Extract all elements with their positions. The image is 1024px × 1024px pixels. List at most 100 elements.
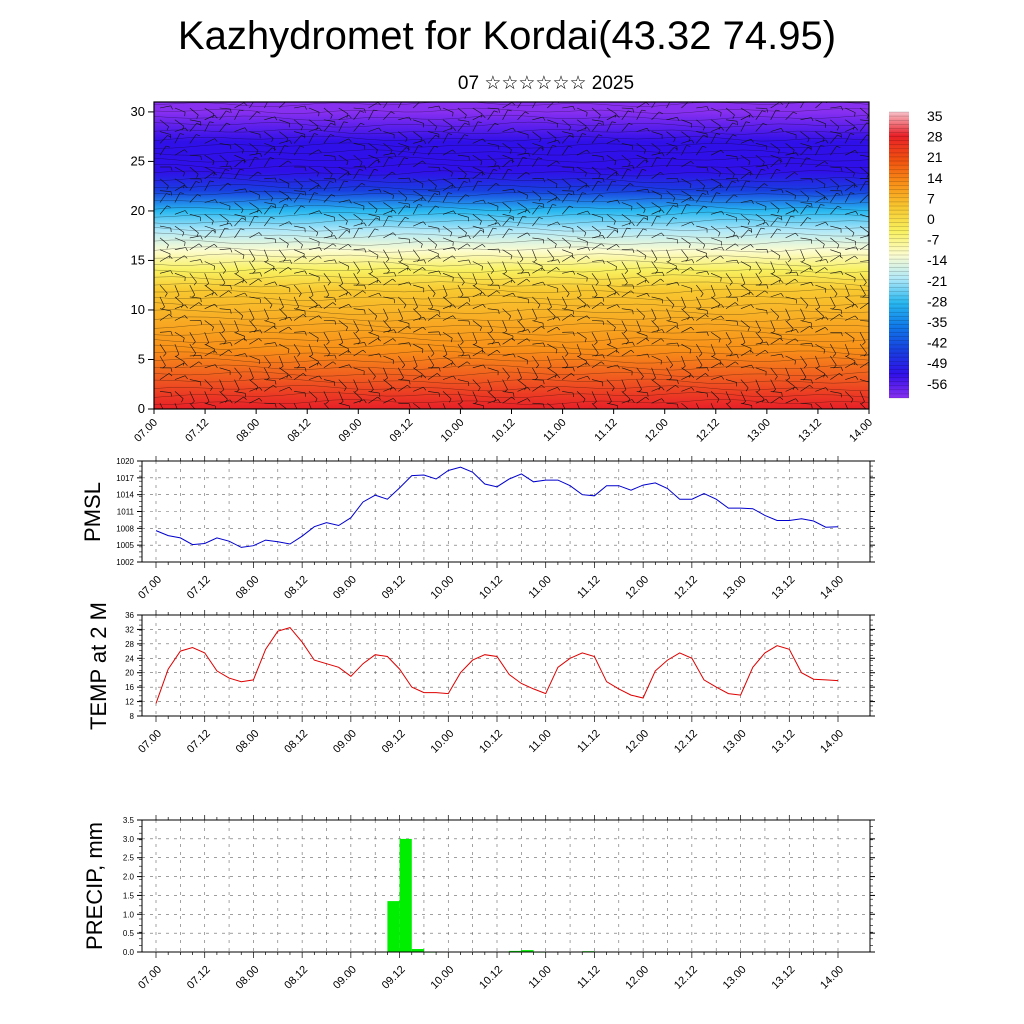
pmsl-ylabel: PMSL bbox=[80, 482, 105, 542]
y-tick-label: 8 bbox=[130, 712, 135, 721]
pmsl-grid bbox=[142, 460, 870, 563]
x-tick-label: 09.12 bbox=[380, 574, 408, 602]
x-tick-label: 11.12 bbox=[575, 964, 602, 991]
y-tick-label: 3.5 bbox=[123, 816, 135, 825]
x-tick-label: 12.00 bbox=[623, 574, 651, 602]
temp-grid bbox=[142, 614, 870, 717]
heatmap-y-tick-label: 20 bbox=[131, 203, 145, 218]
x-tick-label: 12.00 bbox=[623, 728, 651, 756]
y-tick-label: 1017 bbox=[116, 474, 134, 483]
colorbar-label: -21 bbox=[927, 273, 947, 289]
x-tick-label: 12.12 bbox=[672, 574, 700, 602]
x-tick-label: 11.00 bbox=[526, 728, 553, 755]
x-tick-label: 13.12 bbox=[769, 728, 797, 756]
x-tick-label: 10.00 bbox=[428, 574, 456, 602]
y-tick-label: 32 bbox=[125, 625, 134, 634]
heatmap-x-tick-label: 14.00 bbox=[847, 417, 875, 445]
x-tick-label: 07.00 bbox=[136, 574, 164, 602]
colorbar-label: 21 bbox=[927, 149, 943, 165]
heatmap-y-tick-label: 0 bbox=[138, 401, 145, 416]
colorbar: 35 28 21 14 7 0 -7 -14 -21 -28 -35 -42 -49 -56 bbox=[889, 108, 947, 399]
x-tick-label: 08.00 bbox=[234, 728, 262, 756]
heatmap-x-tick-label: 09.00 bbox=[336, 417, 364, 445]
heatmap-field bbox=[154, 102, 869, 409]
x-tick-label: 13.12 bbox=[769, 964, 797, 992]
y-tick-label: 36 bbox=[125, 611, 134, 620]
y-tick-label: 1011 bbox=[117, 508, 135, 517]
y-tick-label: 3.0 bbox=[123, 835, 135, 844]
heatmap-x-tick-label: 10.12 bbox=[490, 417, 518, 445]
page-subtitle: 07 ☆☆☆☆☆☆ 2025 bbox=[457, 73, 635, 94]
x-tick-label: 13.00 bbox=[721, 574, 749, 602]
x-tick-label: 07.12 bbox=[185, 574, 213, 602]
colorbar-label: 35 bbox=[927, 108, 943, 124]
colorbar-label: 7 bbox=[927, 190, 935, 206]
colorbar-label: -49 bbox=[927, 355, 947, 371]
colorbar-label: 14 bbox=[927, 170, 943, 186]
x-tick-label: 09.12 bbox=[380, 964, 408, 992]
x-tick-label: 13.00 bbox=[721, 728, 749, 756]
y-tick-label: 1.0 bbox=[123, 910, 135, 919]
x-tick-label: 12.12 bbox=[672, 964, 700, 992]
y-tick-label: 2.0 bbox=[123, 873, 135, 882]
page-title: Kazhydromet for Kordai(43.32 74.95) bbox=[177, 14, 837, 58]
heatmap-panel: 0 5 10 15 20 25 30 07.00 07.12 08.00 08.12 09.00 09… bbox=[131, 101, 875, 445]
x-tick-label: 08.12 bbox=[282, 728, 310, 756]
x-tick-label: 09.00 bbox=[331, 728, 359, 756]
y-tick-label: 1014 bbox=[116, 491, 134, 500]
x-tick-label: 07.12 bbox=[185, 964, 213, 992]
heatmap-y-tick-label: 25 bbox=[131, 153, 145, 168]
temp-series-line bbox=[155, 627, 839, 704]
x-tick-label: 08.12 bbox=[282, 574, 310, 602]
precip-grid bbox=[142, 819, 870, 953]
precip-bar bbox=[387, 901, 400, 952]
x-tick-label: 10.12 bbox=[477, 728, 505, 756]
x-tick-label: 11.00 bbox=[526, 964, 553, 991]
heatmap-x-tick-label: 11.00 bbox=[541, 417, 568, 444]
heatmap-x-tick-label: 08.12 bbox=[285, 417, 313, 445]
x-tick-label: 11.12 bbox=[575, 728, 602, 755]
heatmap-y-tick-label: 10 bbox=[131, 302, 145, 317]
x-tick-label: 07.00 bbox=[136, 964, 164, 992]
precip-ylabel: PRECIP, mm bbox=[82, 822, 107, 950]
x-tick-label: 08.00 bbox=[234, 964, 262, 992]
y-tick-label: 16 bbox=[125, 683, 134, 692]
colorbar-label: 28 bbox=[927, 129, 943, 145]
y-tick-label: 20 bbox=[125, 669, 134, 678]
heatmap-y-tick-label: 15 bbox=[131, 252, 145, 267]
heatmap-x-tick-label: 07.00 bbox=[132, 417, 160, 445]
x-tick-label: 09.12 bbox=[380, 728, 408, 756]
temp-panel: 8 12 16 20 24 28 32 36 07.00 07.12 08.00 08.12 09.00… bbox=[86, 602, 875, 756]
heatmap-x-axis: 07.00 07.12 08.00 08.12 09.00 09.12 10.00 10.12… bbox=[132, 409, 875, 445]
precip-bars bbox=[387, 838, 595, 953]
isotherm-contours bbox=[154, 102, 869, 406]
x-tick-label: 11.00 bbox=[526, 574, 553, 601]
x-tick-label: 12.00 bbox=[623, 964, 651, 992]
colorbar-divisions bbox=[889, 111, 909, 399]
colorbar-label: 0 bbox=[927, 211, 935, 227]
y-tick-label: 1002 bbox=[116, 558, 134, 567]
x-tick-label: 10.00 bbox=[428, 964, 456, 992]
precip-bar bbox=[399, 838, 412, 952]
colorbar-label: -28 bbox=[927, 293, 947, 309]
x-tick-label: 13.12 bbox=[769, 574, 797, 602]
x-tick-label: 14.00 bbox=[818, 964, 846, 992]
colorbar-label: -7 bbox=[927, 232, 940, 248]
heatmap-y-tick-label: 30 bbox=[131, 104, 145, 119]
y-tick-label: 1020 bbox=[116, 457, 134, 466]
x-tick-label: 08.00 bbox=[234, 574, 262, 602]
heatmap-x-tick-label: 10.00 bbox=[439, 417, 467, 445]
colorbar-label: -56 bbox=[927, 376, 947, 392]
temp-ylabel: TEMP at 2 M bbox=[86, 602, 111, 730]
heatmap-x-tick-label: 13.12 bbox=[796, 417, 824, 445]
precip-panel: 0.0 0.5 1.0 1.5 2.0 2.5 3.0 3.5 07.00 07.12 08.00 0… bbox=[82, 815, 875, 992]
heatmap-x-tick-label: 13.00 bbox=[745, 417, 773, 445]
heatmap-x-tick-label: 11.12 bbox=[592, 417, 619, 444]
heatmap-x-tick-label: 07.12 bbox=[183, 417, 211, 445]
y-tick-label: 2.5 bbox=[123, 854, 135, 863]
colorbar-label: -35 bbox=[927, 314, 947, 330]
pmsl-series-line bbox=[155, 466, 839, 548]
x-tick-label: 14.00 bbox=[818, 728, 846, 756]
x-tick-label: 08.12 bbox=[282, 964, 310, 992]
